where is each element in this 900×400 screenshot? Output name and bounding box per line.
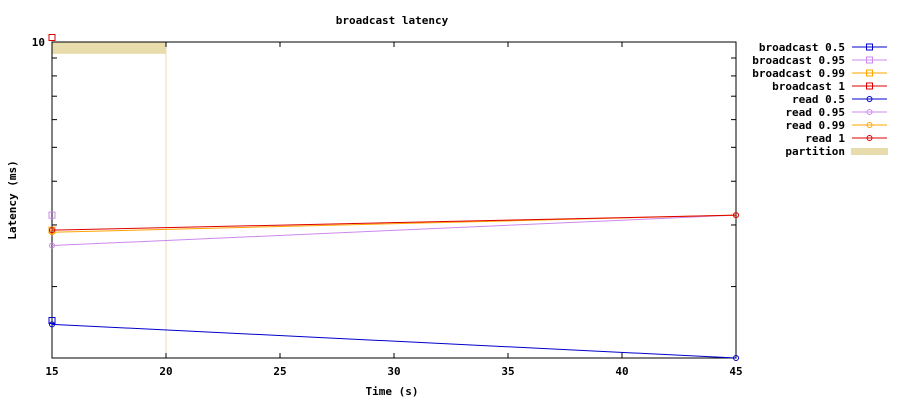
legend-marker xyxy=(866,96,873,102)
x-tick-label: 45 xyxy=(729,365,742,378)
x-tick-label: 35 xyxy=(501,365,514,378)
legend-label: read 1 xyxy=(805,132,845,145)
point-read-05 xyxy=(49,321,55,328)
legend-marker xyxy=(866,69,873,77)
legend-label: read 0.95 xyxy=(785,106,845,119)
legend-label: read 0.5 xyxy=(792,93,845,106)
point-broadcast-1 xyxy=(48,34,56,42)
series-line-read-095 xyxy=(51,214,737,247)
legend-marker xyxy=(866,135,873,141)
chart-title: broadcast latency xyxy=(336,14,449,27)
series-line-read-1 xyxy=(51,214,737,231)
y-tick-label: 10 xyxy=(32,36,45,49)
legend-marker xyxy=(866,109,873,115)
plot-frame xyxy=(51,41,737,359)
point-broadcast-05 xyxy=(48,316,56,324)
legend-swatch xyxy=(851,148,888,155)
legend-label: partition xyxy=(785,145,845,158)
point-broadcast-095 xyxy=(48,211,56,219)
legend-marker xyxy=(866,122,873,128)
series-line-read-05 xyxy=(51,323,737,359)
y-axis-label: Latency (ms) xyxy=(6,160,19,239)
legend-label: broadcast 1 xyxy=(772,80,845,93)
x-tick-label: 40 xyxy=(615,365,628,378)
x-tick-label: 15 xyxy=(45,365,58,378)
point-read-1 xyxy=(733,212,739,219)
legend-marker xyxy=(866,56,873,64)
x-tick-label: 30 xyxy=(387,365,400,378)
legend-marker xyxy=(866,43,873,51)
point-read-1 xyxy=(49,227,55,234)
legend-label: read 0.99 xyxy=(785,119,845,132)
legend-label: broadcast 0.99 xyxy=(752,67,845,80)
legend-label: broadcast 0.95 xyxy=(752,54,845,67)
x-axis-label: Time (s) xyxy=(366,385,419,398)
point-read-095 xyxy=(49,242,55,249)
x-tick-label: 25 xyxy=(273,365,286,378)
point-read-05 xyxy=(733,355,739,361)
legend-marker xyxy=(866,82,873,90)
partition-band xyxy=(52,42,166,54)
legend-label: broadcast 0.5 xyxy=(759,41,845,54)
x-tick-label: 20 xyxy=(159,365,172,378)
